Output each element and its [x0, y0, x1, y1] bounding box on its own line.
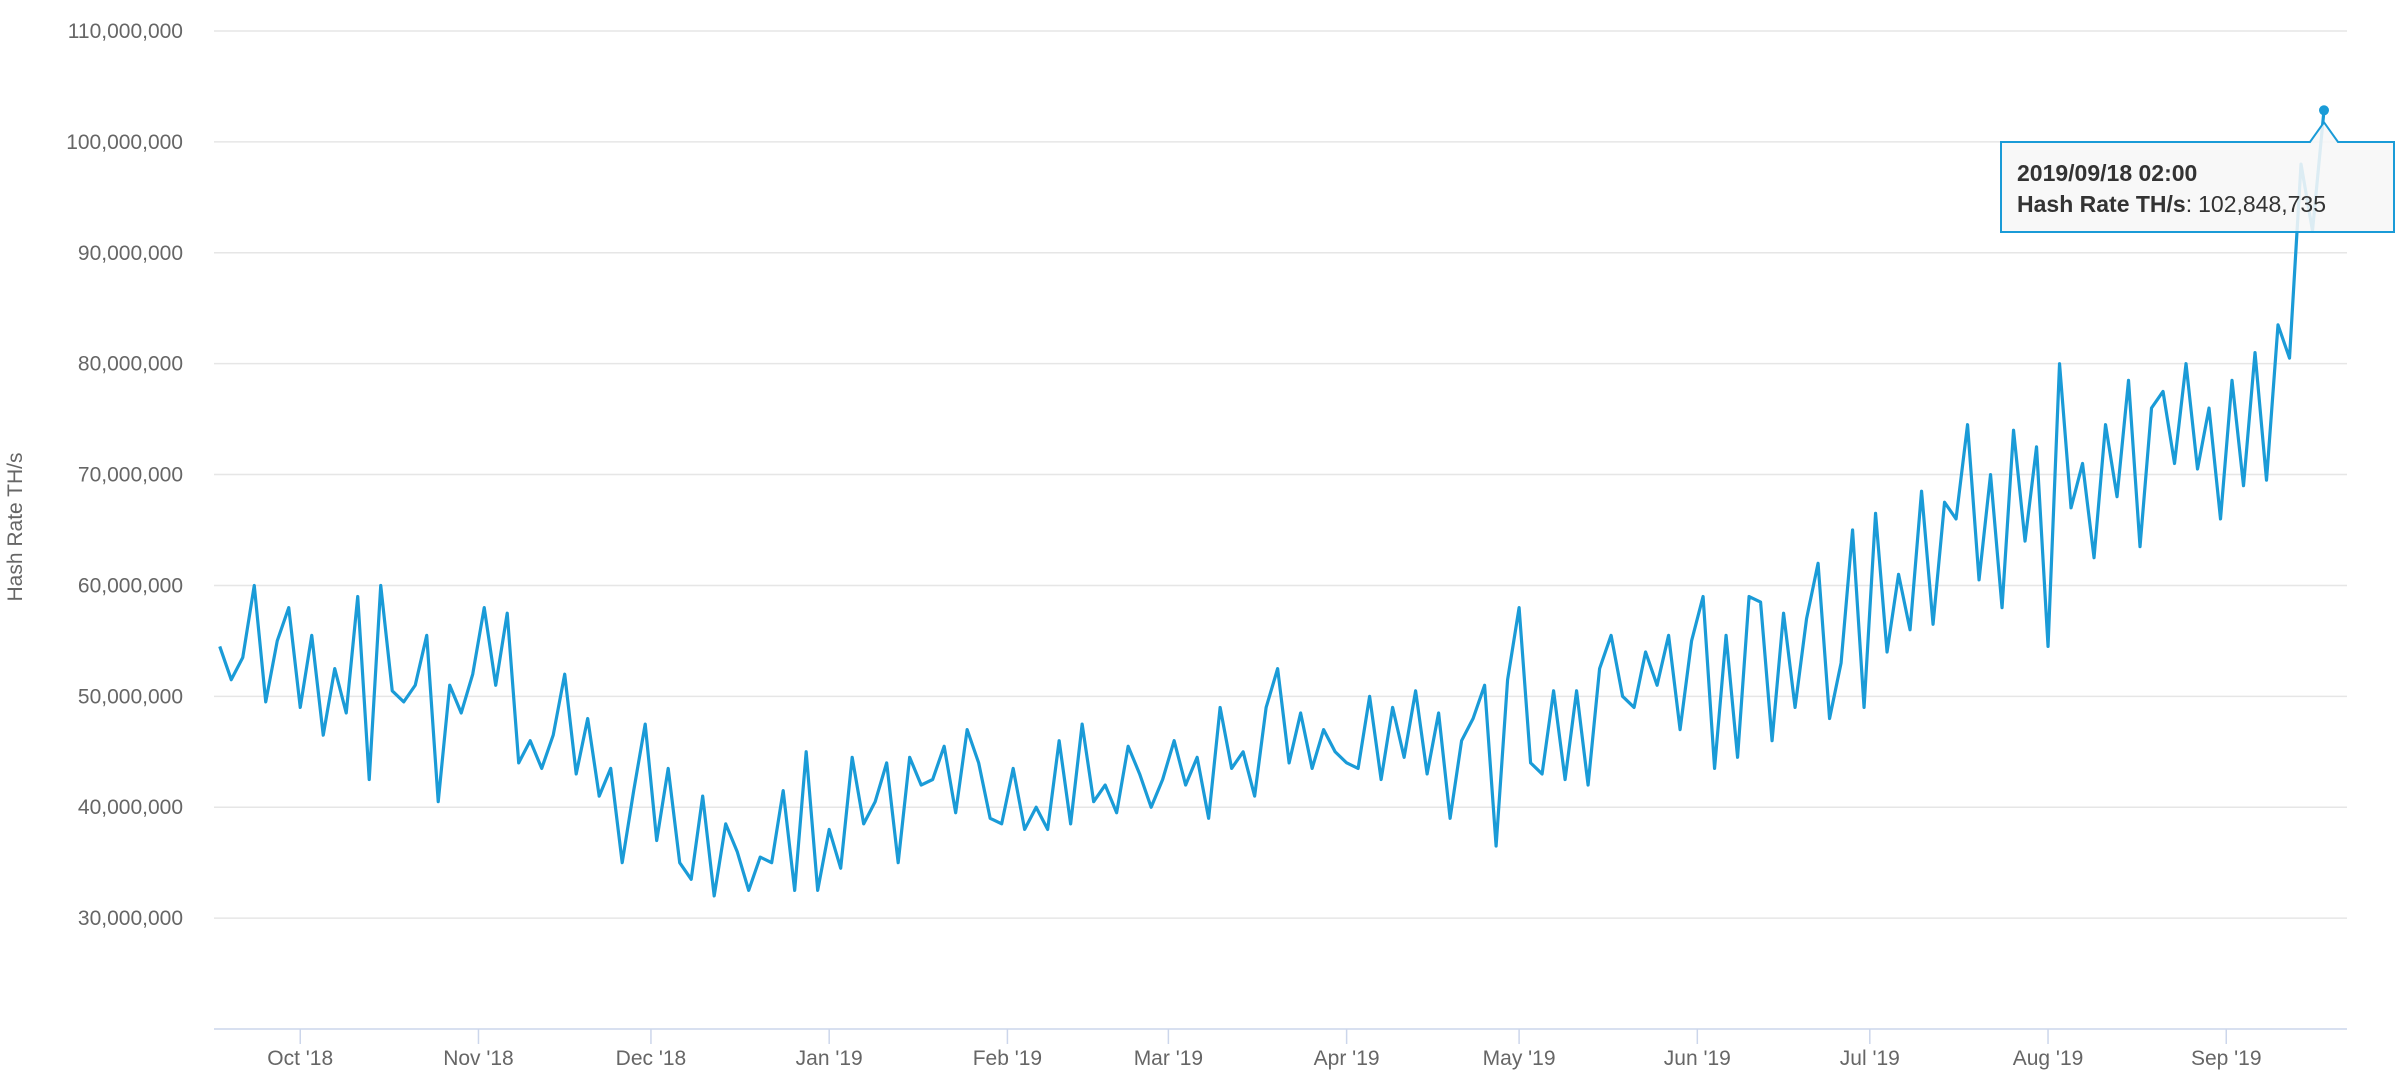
tooltip-series-name: Hash Rate TH/s [2017, 191, 2186, 217]
data-line [218, 110, 2326, 898]
x-tick-label: Dec '18 [616, 1047, 687, 1070]
x-tick-label: Aug '19 [2013, 1047, 2084, 1070]
y-tick-label: 110,000,000 [68, 20, 183, 43]
y-tick-label: 50,000,000 [78, 685, 183, 708]
tooltip-box [2000, 120, 2395, 233]
tooltip: 2019/09/18 02:00 Hash Rate TH/s: 102,848,7… [2000, 120, 2395, 233]
x-tick-label: Feb '19 [973, 1047, 1042, 1070]
x-tick-label: Sep '19 [2191, 1047, 2262, 1070]
x-tick-label: Jul '19 [1840, 1047, 1900, 1070]
x-tick-label: Apr '19 [1314, 1047, 1380, 1070]
tooltip-separator: : [2186, 191, 2192, 217]
tooltip-value-label: 102,848,735 [2198, 191, 2326, 217]
tooltip-date: 2019/09/18 02:00 [2017, 160, 2197, 186]
x-tick-label: Mar '19 [1134, 1047, 1203, 1070]
hover-point [2319, 105, 2330, 116]
y-axis-title: Hash Rate TH/s [4, 453, 27, 602]
y-tick-label: 30,000,000 [78, 907, 183, 930]
y-tick-label: 90,000,000 [78, 242, 183, 265]
y-tick-label: 100,000,000 [66, 131, 183, 154]
y-tick-label: 80,000,000 [78, 353, 183, 376]
x-tick-label: Jan '19 [796, 1047, 863, 1070]
y-tick-label: 40,000,000 [78, 796, 183, 819]
y-tick-label: 60,000,000 [78, 574, 183, 597]
y-tick-label: 70,000,000 [78, 464, 183, 487]
x-tick-label: May '19 [1483, 1047, 1556, 1070]
x-tick-label: Oct '18 [267, 1047, 333, 1070]
x-tick-label: Jun '19 [1664, 1047, 1731, 1070]
x-tick-label: Nov '18 [443, 1047, 514, 1070]
tooltip-value: Hash Rate TH/s: 102,848,735 [2017, 191, 2326, 217]
